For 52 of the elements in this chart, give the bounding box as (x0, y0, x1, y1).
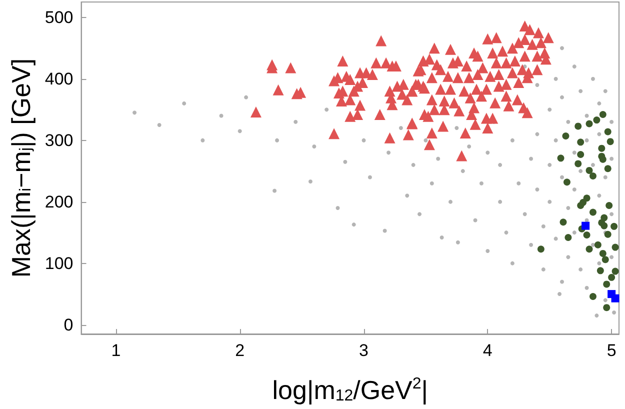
point (586, 120, 593, 128)
point (537, 246, 544, 253)
point (603, 304, 610, 312)
point (598, 144, 606, 152)
point (596, 267, 604, 274)
y-axis-title: Max(|mi−mj|) [GeV] (6, 58, 36, 278)
point (606, 202, 613, 209)
point (606, 138, 614, 146)
point (577, 138, 584, 146)
point (589, 172, 596, 180)
point (604, 128, 612, 136)
point (594, 241, 602, 248)
point (589, 208, 596, 216)
point (577, 150, 584, 158)
point (603, 280, 610, 288)
point (582, 222, 590, 230)
point (589, 293, 596, 300)
y-tick-label: 0 (64, 315, 74, 334)
x-tick-label: 3 (359, 341, 368, 360)
point (604, 230, 612, 238)
y-tick-label: 400 (44, 69, 74, 88)
x-tick-label: 4 (482, 341, 492, 360)
point (560, 218, 567, 226)
x-tick-label: 1 (111, 341, 121, 360)
point (599, 250, 606, 257)
point (612, 244, 619, 251)
point (600, 222, 608, 230)
y-tick-label: 500 (44, 8, 74, 27)
y-tick-label: 300 (44, 130, 74, 150)
point (586, 166, 593, 174)
point (574, 122, 582, 130)
x-tick-label: 2 (235, 341, 245, 360)
point (577, 202, 584, 209)
point (599, 156, 606, 163)
point (610, 222, 618, 230)
point (593, 116, 600, 124)
x-tick-label: 5 (606, 341, 616, 360)
y-tick-label: 100 (44, 254, 74, 273)
point (562, 132, 570, 140)
point (586, 246, 593, 253)
point (611, 294, 620, 302)
point (574, 160, 582, 168)
point (563, 178, 570, 186)
point (564, 234, 572, 241)
point (604, 165, 612, 172)
y-tick-label: 200 (44, 192, 74, 212)
point (602, 256, 609, 264)
point (612, 268, 619, 275)
point (608, 274, 616, 281)
point (557, 154, 564, 162)
point (583, 232, 590, 239)
point (599, 111, 606, 118)
